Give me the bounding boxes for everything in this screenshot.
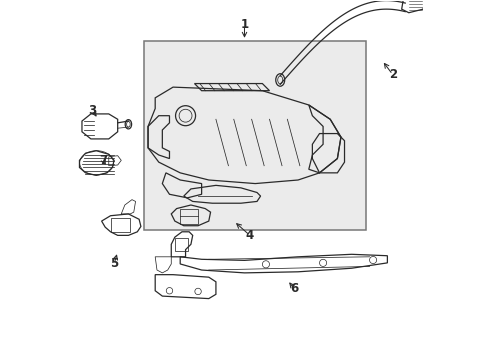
Bar bbox=[175, 238, 188, 251]
Text: 6: 6 bbox=[290, 283, 298, 296]
Text: 2: 2 bbox=[388, 68, 396, 81]
Bar bbox=[144, 41, 365, 230]
Text: 7: 7 bbox=[99, 154, 107, 167]
Text: 3: 3 bbox=[88, 104, 97, 117]
Bar bbox=[180, 209, 198, 224]
Text: 1: 1 bbox=[240, 18, 248, 31]
Text: 5: 5 bbox=[110, 257, 118, 270]
Text: 4: 4 bbox=[245, 229, 253, 242]
Bar bbox=[110, 217, 130, 232]
